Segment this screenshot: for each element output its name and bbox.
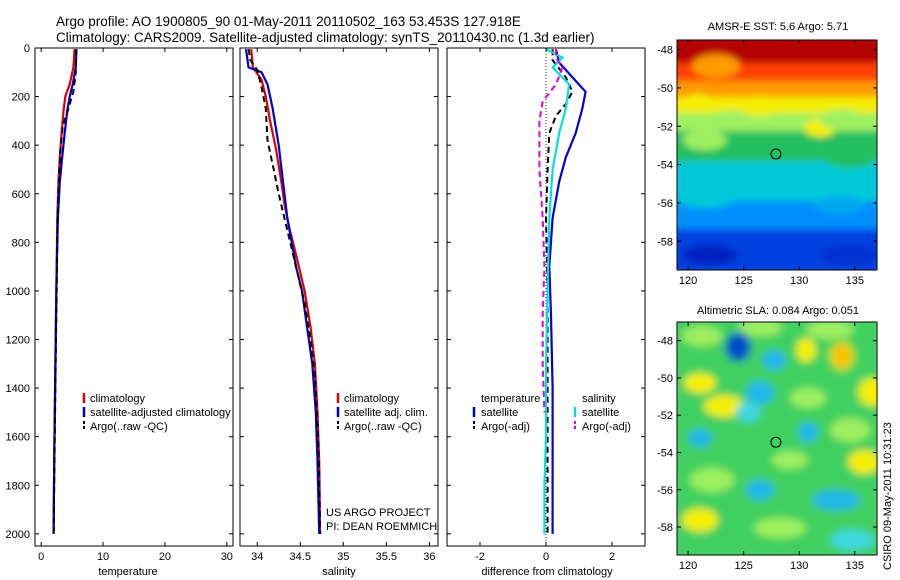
sst-heatmap	[677, 40, 877, 270]
sst-lat-tick-label: -50	[657, 83, 673, 95]
salinity-xtick-label: 34	[251, 551, 263, 563]
series-line-salinity-satellite	[543, 48, 571, 534]
difference-xtick-label: 0	[543, 551, 549, 563]
legend-label-sal-satellite: satellite	[582, 407, 619, 419]
sst-lat-tick-label: -58	[657, 236, 673, 248]
temperature-legend: climatology satellite-adjusted climatolo…	[82, 393, 231, 433]
legend-label-argo: Argo(..raw -QC)	[90, 421, 168, 433]
legend-label-argo: Argo(..raw -QC)	[344, 421, 422, 433]
sla-lon-tick-label: 135	[846, 560, 864, 572]
project-annotation: US ARGO PROJECT	[326, 507, 431, 519]
depth-tick-label: 1600	[6, 432, 30, 444]
salinity-xtick-label: 34.5	[290, 551, 311, 563]
legend-label-temp-argo: Argo(-adj)	[481, 421, 530, 433]
salinity-xtick-label: 35	[337, 551, 349, 563]
sla-lat-tick-label: -58	[657, 522, 673, 534]
sla-lon-tick-label: 130	[790, 560, 808, 572]
depth-tick-label: 1000	[6, 286, 30, 298]
temperature-axes-frame	[34, 47, 234, 547]
series-line-satellite-adj-clim	[244, 49, 321, 534]
series-line-temperature-satellite	[548, 48, 587, 534]
depth-tick-label: 1800	[6, 480, 30, 492]
sst-argo-location-marker	[770, 148, 782, 160]
sla-lon-tick-label: 120	[679, 560, 697, 572]
depth-tick-label: 600	[12, 189, 30, 201]
series-line-argo-raw-qc	[52, 49, 77, 534]
temperature-panel: 0 10 20 30 0 200 400 600 800 1000 1200 1400 1600 1800…	[6, 43, 234, 578]
sla-map-panel: Altimetric SLA: 0.084 Argo: 0.051	[657, 305, 878, 572]
salinity-xtick-label: 35.5	[376, 551, 397, 563]
legend-label-satellite-adj: satellite adj. clim.	[344, 407, 428, 419]
sst-lon-tick-label: 135	[846, 275, 864, 287]
header-line-1: Argo profile: AO 1900805_90 01-May-2011 …	[56, 14, 521, 29]
difference-xtick-label: -2	[475, 551, 485, 563]
sla-argo-location-marker	[770, 436, 782, 448]
sst-map-frame	[676, 39, 878, 271]
legend-label-satellite-adjusted: satellite-adjusted climatology	[90, 407, 231, 419]
sla-lon-tick-label: 125	[734, 560, 752, 572]
legend-label-sal-argo: Argo(-adj)	[582, 421, 631, 433]
temperature-xtick-label: 10	[97, 551, 109, 563]
series-line-argo-raw-qc	[247, 49, 322, 534]
depth-tick-label: 200	[12, 92, 30, 104]
difference-legend: temperature salinity satellite Argo(-adj…	[472, 393, 631, 433]
sst-lat-tick-label: -56	[657, 198, 673, 210]
salinity-xlabel: salinity	[322, 566, 356, 578]
series-line-temperature-argo-adj	[544, 49, 574, 534]
sst-lon-tick-label: 125	[734, 275, 752, 287]
sla-lat-tick-label: -52	[657, 410, 673, 422]
depth-tick-label: 0	[24, 43, 30, 55]
sst-lat-tick-label: -48	[657, 45, 673, 57]
sst-lat-tick-label: -52	[657, 121, 673, 133]
sst-lat-tick-label: -54	[657, 160, 673, 172]
sla-lat-tick-label: -56	[657, 485, 673, 497]
salinity-panel: 34 34.5 35 35.5 36 salinity climatology sate…	[239, 47, 439, 578]
legend-heading-salinity: salinity	[582, 393, 616, 405]
sst-lon-tick-label: 120	[679, 275, 697, 287]
sla-lat-tick-label: -48	[657, 336, 673, 348]
difference-panel: -2 0 2 difference from climatology tempera…	[446, 47, 646, 578]
depth-tick-label: 2000	[6, 529, 30, 541]
depth-tick-label: 1200	[6, 335, 30, 347]
depth-tick-label: 800	[12, 237, 30, 249]
legend-heading-temperature: temperature	[481, 393, 540, 405]
depth-tick-label: 1400	[6, 383, 30, 395]
sla-heatmap	[677, 322, 877, 555]
salinity-legend: climatology satellite adj. clim. Argo(..…	[336, 393, 428, 433]
series-line-salinity-argo-adj	[538, 49, 564, 413]
difference-xlabel: difference from climatology	[481, 566, 613, 578]
temperature-xtick-label: 20	[159, 551, 171, 563]
creation-stamp: CSIRO 09-May-2011 10:31:23	[882, 422, 894, 570]
temperature-xtick-label: 0	[38, 551, 44, 563]
sla-map-frame	[676, 321, 878, 556]
pi-annotation: PI: DEAN ROEMMICH	[326, 521, 437, 533]
sst-map-panel: AMSR-E SST: 5.6 Argo: 5.71	[657, 21, 878, 287]
salinity-xtick-label: 36	[423, 551, 435, 563]
legend-label-temp-satellite: satellite	[481, 407, 518, 419]
sst-map-title: AMSR-E SST: 5.6 Argo: 5.71	[708, 21, 849, 33]
depth-tick-label: 400	[12, 140, 30, 152]
temperature-xlabel: temperature	[98, 566, 157, 578]
header-line-2: Climatology: CARS2009. Satellite-adjuste…	[56, 30, 595, 45]
sst-lon-tick-label: 130	[790, 275, 808, 287]
legend-label-climatology: climatology	[90, 393, 146, 405]
legend-label-climatology: climatology	[344, 393, 400, 405]
sla-map-title: Altimetric SLA: 0.084 Argo: 0.051	[697, 305, 859, 317]
sla-lat-tick-label: -50	[657, 373, 673, 385]
temperature-xtick-label: 30	[221, 551, 233, 563]
sla-lat-tick-label: -54	[657, 447, 673, 459]
difference-xtick-label: 2	[609, 551, 615, 563]
